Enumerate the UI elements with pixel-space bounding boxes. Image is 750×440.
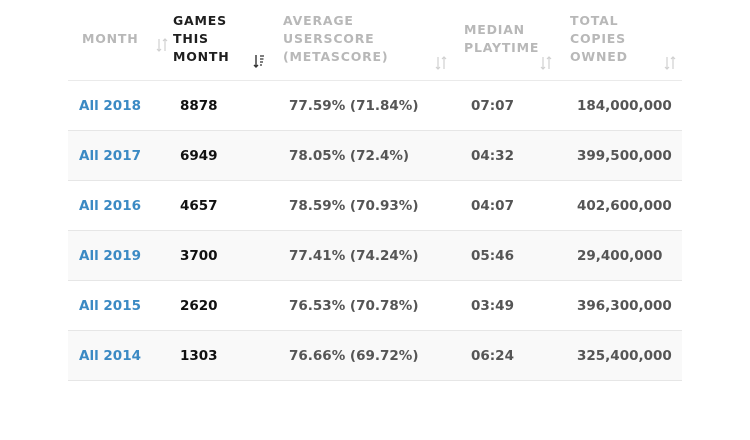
- score-value: 78.05% (72.4%): [289, 148, 410, 164]
- month-link[interactable]: All 2016: [79, 198, 141, 214]
- games-count: 6949: [180, 148, 218, 164]
- copies-value: 325,400,000: [577, 348, 672, 364]
- month-link[interactable]: All 2019: [79, 248, 141, 264]
- copies-value: 399,500,000: [577, 148, 672, 164]
- playtime-value: 07:07: [471, 98, 514, 114]
- month-link[interactable]: All 2017: [79, 148, 141, 164]
- table-row: All 2014 1303 76.66% (69.72%) 06:24 325,…: [68, 331, 682, 381]
- playtime-value: 03:49: [471, 298, 514, 314]
- copies-value: 402,600,000: [577, 198, 672, 214]
- column-header-label: AVERAGE USERSCORE (METASCORE): [283, 13, 389, 64]
- score-value: 77.41% (74.24%): [289, 248, 419, 264]
- score-value: 77.59% (71.84%): [289, 98, 419, 114]
- table-row: All 2019 3700 77.41% (74.24%) 05:46 29,4…: [68, 231, 682, 281]
- score-value: 78.59% (70.93%): [289, 198, 419, 214]
- column-header-month[interactable]: MONTH: [82, 12, 168, 52]
- table-body: All 2018 8878 77.59% (71.84%) 07:07 184,…: [68, 81, 682, 381]
- table-row: All 2015 2620 76.53% (70.78%) 03:49 396,…: [68, 281, 682, 331]
- column-header-games[interactable]: GAMES THIS MONTH: [173, 12, 273, 68]
- copies-value: 396,300,000: [577, 298, 672, 314]
- games-count: 3700: [180, 248, 218, 264]
- sort-both-icon: [540, 56, 552, 70]
- table-header: MONTH GAMES THIS MONTH AVERAGE USERSCORE…: [68, 0, 682, 81]
- games-count: 4657: [180, 198, 218, 214]
- column-header-label: TOTAL COPIES OWNED: [570, 13, 628, 64]
- column-header-label: MONTH: [82, 31, 139, 46]
- sort-both-icon: [435, 56, 447, 70]
- games-stats-table: MONTH GAMES THIS MONTH AVERAGE USERSCORE…: [68, 0, 682, 381]
- games-count: 1303: [180, 348, 218, 364]
- copies-value: 29,400,000: [577, 248, 663, 264]
- month-link[interactable]: All 2014: [79, 348, 141, 364]
- copies-value: 184,000,000: [577, 98, 672, 114]
- playtime-value: 04:07: [471, 198, 514, 214]
- table-row: All 2016 4657 78.59% (70.93%) 04:07 402,…: [68, 181, 682, 231]
- table-row: All 2017 6949 78.05% (72.4%) 04:32 399,5…: [68, 131, 682, 181]
- column-header-label: GAMES THIS MONTH: [173, 13, 230, 64]
- column-header-copies[interactable]: TOTAL COPIES OWNED: [570, 12, 678, 70]
- sort-both-icon: [156, 38, 168, 52]
- games-count: 8878: [180, 98, 218, 114]
- column-header-score[interactable]: AVERAGE USERSCORE (METASCORE): [283, 12, 451, 70]
- playtime-value: 04:32: [471, 148, 514, 164]
- table-row: All 2018 8878 77.59% (71.84%) 07:07 184,…: [68, 81, 682, 131]
- sort-both-icon: [664, 56, 676, 70]
- column-header-label: MEDIAN PLAYTIME: [464, 22, 540, 55]
- games-count: 2620: [180, 298, 218, 314]
- playtime-value: 05:46: [471, 248, 514, 264]
- playtime-value: 06:24: [471, 348, 514, 364]
- month-link[interactable]: All 2018: [79, 98, 141, 114]
- score-value: 76.53% (70.78%): [289, 298, 419, 314]
- score-value: 76.66% (69.72%): [289, 348, 419, 364]
- month-link[interactable]: All 2015: [79, 298, 141, 314]
- sort-descending-icon: [253, 55, 264, 68]
- column-header-playtime[interactable]: MEDIAN PLAYTIME: [464, 12, 554, 70]
